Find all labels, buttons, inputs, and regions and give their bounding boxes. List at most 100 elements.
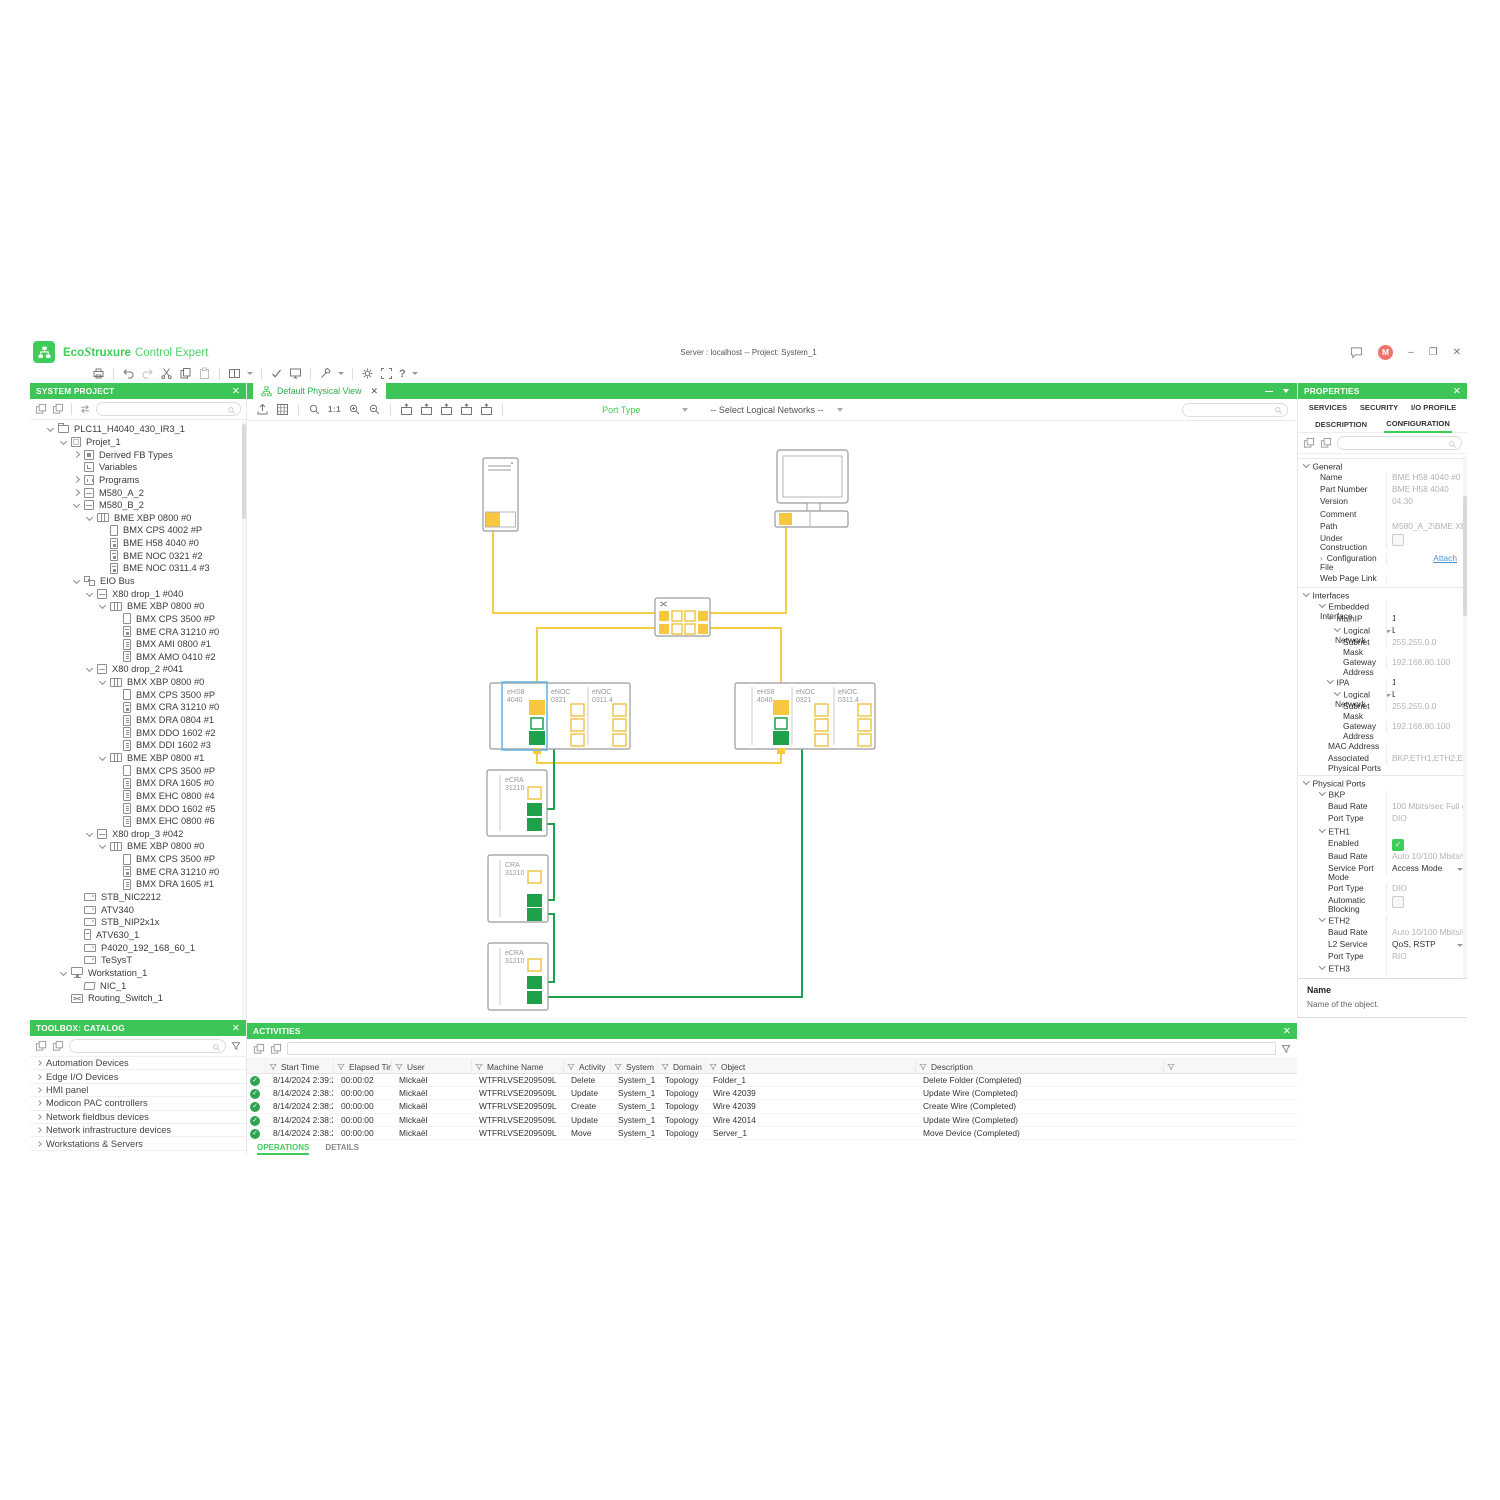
tree-expander-icon[interactable] (111, 778, 121, 788)
property-row[interactable]: Port Type DIO (1298, 813, 1467, 826)
tree-item[interactable]: BMX DRA 0804 #1 (30, 714, 246, 727)
tree-item[interactable]: X80 drop_2 #041 (30, 663, 246, 676)
redo-icon[interactable] (141, 367, 154, 380)
tree-expander-icon[interactable] (98, 677, 108, 687)
grid-toggle-icon[interactable] (276, 403, 289, 416)
property-row[interactable]: ETH2 (1298, 915, 1387, 927)
drop-cra-2[interactable]: CRA 31210 (487, 854, 549, 923)
property-row[interactable]: General (1298, 458, 1467, 472)
property-value[interactable]: Auto 10/100 Mbits/sec (1386, 851, 1467, 863)
filter-funnel-icon[interactable] (231, 1041, 241, 1051)
property-value[interactable] (1386, 533, 1467, 549)
tree-expander-icon[interactable] (72, 576, 82, 586)
column-header[interactable]: System (610, 1059, 657, 1074)
tree-item[interactable]: NIC_1 (30, 979, 246, 992)
build-tools-icon[interactable] (319, 367, 332, 380)
property-value[interactable] (1386, 964, 1395, 976)
property-row[interactable]: ETH3 (1298, 963, 1387, 976)
tree-expander-icon[interactable] (111, 867, 121, 877)
activity-row[interactable]: ✓ 8/14/2024 2:38:27 PM 00:00:00 Mickaël … (247, 1114, 1297, 1127)
physical-view-canvas[interactable]: eHS8 4040 eNOC 0321 eNOC 0311.4 (247, 421, 1297, 1023)
property-row[interactable]: Automatic Blocking (1298, 895, 1467, 915)
column-filter-icon[interactable] (709, 1063, 717, 1071)
property-value[interactable] (1386, 573, 1467, 585)
tree-expander-icon[interactable] (111, 702, 121, 712)
toolbox-category[interactable]: Network infrastructure devices (30, 1124, 246, 1138)
tree-expander-icon[interactable] (72, 917, 82, 927)
tree-item[interactable]: M580_A_2 (30, 486, 246, 499)
settings-gear-icon[interactable] (361, 367, 374, 380)
property-row[interactable]: Associated Physical Ports BKP,ETH1,ETH2,… (1298, 753, 1467, 773)
property-value[interactable]: Attach (1386, 553, 1467, 565)
tree-expander-icon[interactable] (111, 639, 121, 649)
property-row[interactable]: Subnet Mask 255.255.0.0 (1298, 637, 1467, 657)
column-header[interactable]: Machine Name (471, 1059, 563, 1074)
property-row[interactable]: Service Port Mode Access Mode (1298, 863, 1467, 883)
tree-item[interactable]: ATV630_1 (30, 929, 246, 942)
print-icon[interactable] (92, 367, 105, 380)
tree-expander-icon[interactable] (98, 525, 108, 535)
property-value[interactable]: RIO (1386, 952, 1467, 964)
rack-m580-a[interactable]: eHS8 4040 eNOC 0321 eNOC 0311.4 (489, 681, 631, 754)
tree-expander-icon[interactable] (72, 892, 82, 902)
tree-expander-icon[interactable] (72, 475, 82, 485)
tree-expander-icon[interactable] (111, 791, 121, 801)
expand-all-icon[interactable] (1320, 437, 1332, 449)
property-value[interactable]: Access Mode (1386, 863, 1467, 875)
tree-item[interactable]: BME H58 4040 #0 (30, 537, 246, 550)
tree-item[interactable]: BMX AMO 0410 #2 (30, 651, 246, 664)
property-row[interactable]: Name BME H58 4040 #0 (1298, 472, 1467, 484)
zoom-1-1-button[interactable]: 1:1 (328, 405, 342, 414)
tree-expander-icon[interactable] (111, 715, 121, 725)
tree-item[interactable]: BMX DDO 1602 #2 (30, 726, 246, 739)
column-filter-icon[interactable] (395, 1063, 403, 1071)
property-value[interactable]: 192.168.80.100 (1386, 658, 1467, 670)
column-filter-icon[interactable] (475, 1063, 483, 1071)
property-value[interactable]: Auto 10/100 Mbits/sec (1386, 927, 1467, 939)
filter-funnel-icon[interactable] (1281, 1044, 1291, 1054)
export-view-icon[interactable] (256, 403, 269, 416)
tree-expander-icon[interactable] (72, 462, 82, 472)
activity-row[interactable]: ✓ 8/14/2024 2:38:29 PM 00:00:00 Mickaël … (247, 1100, 1297, 1114)
tree-expander-icon[interactable] (85, 513, 95, 523)
property-value[interactable]: DIO (1386, 814, 1467, 826)
tree-expander-icon[interactable] (72, 981, 82, 991)
port-type-dropdown[interactable]: Port Type (602, 405, 689, 415)
window-layout-icon[interactable] (228, 367, 241, 380)
activity-row[interactable]: ✓ 8/14/2024 2:38:21 PM 00:00:00 Mickaël … (247, 1127, 1297, 1140)
maximize-button[interactable]: ❐ (1428, 346, 1438, 358)
collapse-all-icon[interactable] (253, 1043, 265, 1055)
tree-item[interactable]: Derived FB Types (30, 448, 246, 461)
tree-expander-icon[interactable] (46, 424, 56, 434)
toolbox-category[interactable]: Edge I/O Devices (30, 1070, 246, 1084)
tree-expander-icon[interactable] (98, 538, 108, 548)
property-row[interactable]: ETH1 (1298, 826, 1387, 838)
tree-item[interactable]: BME NOC 0321 #2 (30, 549, 246, 562)
tree-item[interactable]: BMX DDI 1602 #3 (30, 739, 246, 752)
tree-expander-icon[interactable] (111, 728, 121, 738)
rio-ring-wires[interactable] (542, 737, 803, 998)
zoom-in-icon[interactable] (348, 403, 361, 416)
properties-tab[interactable]: SECURITY (1359, 403, 1399, 412)
tree-expander-icon[interactable] (72, 500, 82, 510)
activity-row[interactable]: ✓ 8/14/2024 2:39:28 PM 00:00:02 Mickaël … (247, 1074, 1297, 1088)
workstation-port[interactable] (779, 513, 792, 525)
tree-item[interactable]: BME CRA 31210 #0 (30, 625, 246, 638)
properties-close-icon[interactable]: ✕ (1452, 385, 1461, 397)
property-value[interactable]: 255.255.0.0 (1386, 638, 1467, 650)
tree-item[interactable]: BMX CPS 4002 #P (30, 524, 246, 537)
tab-default-physical-view[interactable]: Default Physical View ✕ (253, 383, 386, 399)
property-row[interactable]: Port Type RIO (1298, 951, 1467, 964)
property-value[interactable] (1386, 838, 1467, 851)
property-value[interactable]: Logical Network 2 (1386, 690, 1395, 702)
frame-select-icon[interactable] (380, 367, 393, 380)
tree-scrollbar[interactable] (242, 422, 246, 1020)
zoom-tool-icon[interactable] (308, 403, 321, 416)
tree-item[interactable]: BME XBP 0800 #0 (30, 840, 246, 853)
tree-expander-icon[interactable] (85, 664, 95, 674)
property-value[interactable]: Logical Network 2 (1386, 626, 1395, 638)
window-layout-caret-icon[interactable] (247, 372, 253, 375)
property-value[interactable]: 192.168.81.100 (1386, 677, 1395, 689)
property-row[interactable]: Gateway Address 192.168.80.100 (1298, 721, 1467, 741)
property-row[interactable]: Physical Ports (1298, 774, 1467, 789)
